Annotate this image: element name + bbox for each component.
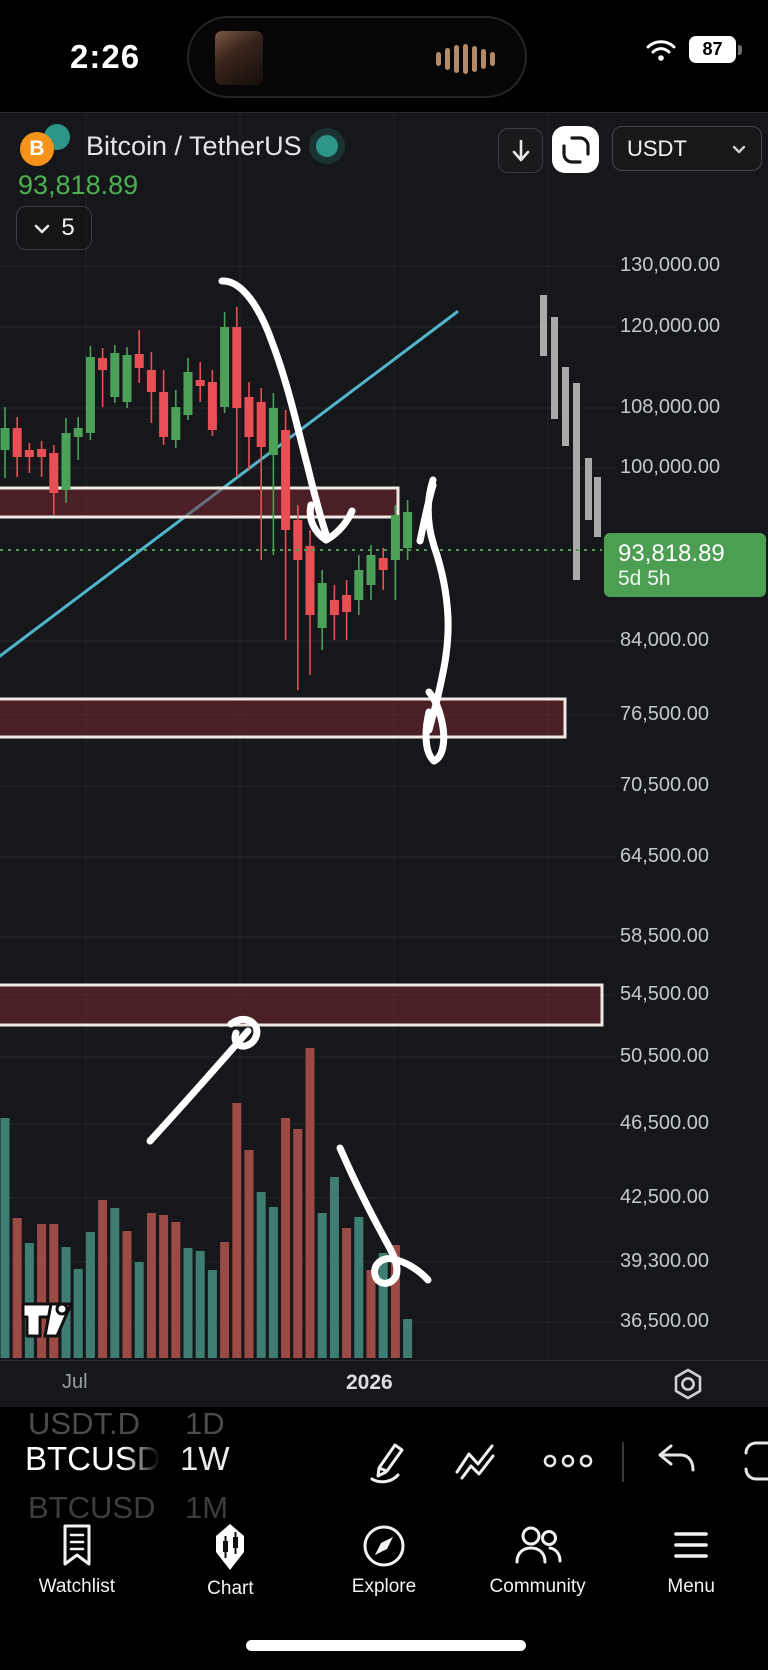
price-axis-label: 130,000.00 <box>620 254 721 276</box>
more-options-button[interactable] <box>540 1432 596 1490</box>
wifi-icon <box>646 39 676 61</box>
toolbar-divider <box>622 1442 624 1482</box>
download-button[interactable] <box>498 128 543 173</box>
download-icon <box>512 139 529 161</box>
draw-tool-button[interactable] <box>360 1432 416 1490</box>
compass-icon <box>363 1525 405 1567</box>
market-status-dot <box>315 135 338 157</box>
price-axis-label: 54,500.00 <box>620 983 709 1005</box>
home-indicator[interactable] <box>246 1640 526 1651</box>
price-axis-label: 46,500.00 <box>620 1112 709 1134</box>
watchlist-icon <box>63 1524 91 1566</box>
price-axis-label: 76,500.00 <box>620 703 709 725</box>
bottom-nav: Watchlist Chart Explore Community Me <box>0 1516 768 1620</box>
bar-countdown: 5d 5h <box>618 567 671 591</box>
chart-background <box>0 112 768 1407</box>
nav-watchlist[interactable]: Watchlist <box>0 1516 154 1620</box>
gear-icon <box>674 1368 702 1400</box>
time-axis-label-year: 2026 <box>346 1371 393 1394</box>
ellipsis-icon <box>543 1454 593 1468</box>
nav-label: Explore <box>351 1576 417 1597</box>
chevron-down-icon <box>732 145 746 153</box>
price-axis-label: 42,500.00 <box>620 1186 709 1208</box>
current-price-tag: 93,818.89 5d 5h <box>604 533 766 597</box>
zigzag-lines-icon <box>455 1444 495 1480</box>
row-symbol: USDT.D <box>28 1406 140 1441</box>
interval-dropdown[interactable]: 5 <box>16 206 92 250</box>
pair-logo: B <box>20 124 72 168</box>
album-art <box>215 31 263 85</box>
chart-icon <box>216 1524 245 1570</box>
quote-currency-select[interactable]: USDT <box>612 126 762 171</box>
bitcoin-coin-icon: B <box>20 132 54 166</box>
tradingview-logo[interactable] <box>18 1292 76 1346</box>
price-axis-label: 120,000.00 <box>620 315 721 337</box>
undo-button[interactable] <box>648 1432 704 1490</box>
row-timeframe: 1D <box>185 1406 225 1441</box>
dynamic-island[interactable] <box>187 16 527 98</box>
watchlist-row-next[interactable]: BTCUSD 1M <box>0 1490 768 1526</box>
pair-title[interactable]: Bitcoin / TetherUS <box>86 130 302 161</box>
interval-value: 5 <box>61 214 75 241</box>
last-price: 93,818.89 <box>18 170 139 200</box>
people-icon <box>515 1526 562 1564</box>
battery-percent: 87 <box>702 39 723 59</box>
nav-community[interactable]: Community <box>461 1516 615 1620</box>
price-axis-label: 100,000.00 <box>620 456 721 478</box>
price-axis-label: 36,500.00 <box>620 1310 709 1332</box>
price-axis-label: 70,500.00 <box>620 774 709 796</box>
frame-icon <box>561 135 590 164</box>
battery-icon: 87 <box>689 36 742 63</box>
hamburger-menu-icon <box>674 1532 708 1558</box>
price-axis-label: 84,000.00 <box>620 629 709 651</box>
watchlist-row-prev[interactable]: USDT.D 1D <box>0 1406 768 1442</box>
snapshot-button[interactable] <box>552 126 599 173</box>
audio-waveform-icon <box>436 18 495 100</box>
undo-arrow-icon <box>658 1444 695 1472</box>
chart-toolbar: BTCUSD 1W <box>0 1432 768 1490</box>
current-price-value: 93,818.89 <box>618 539 725 567</box>
status-time: 2:26 <box>70 38 141 75</box>
nav-label: Menu <box>667 1576 715 1597</box>
price-axis-label: 50,500.00 <box>620 1045 709 1067</box>
chevron-down-icon <box>35 224 50 233</box>
time-axis-label: Jul <box>62 1371 88 1393</box>
price-axis-label: 58,500.00 <box>620 925 709 947</box>
active-timeframe[interactable]: 1W <box>180 1440 230 1477</box>
price-axis-label: 64,500.00 <box>620 845 709 867</box>
marker-pen-icon <box>370 1443 404 1484</box>
chart-settings-button[interactable] <box>670 1366 706 1407</box>
time-axis[interactable]: Jul 2026 <box>0 1360 768 1407</box>
nav-label: Community <box>489 1576 586 1597</box>
nav-label: Watchlist <box>38 1576 115 1597</box>
nav-chart-active[interactable]: Chart <box>154 1516 308 1620</box>
nav-menu[interactable]: Menu <box>614 1516 768 1620</box>
row-timeframe: 1M <box>185 1490 229 1525</box>
indicators-button[interactable] <box>447 1432 503 1490</box>
nav-label: Chart <box>207 1578 254 1599</box>
price-axis-label: 108,000.00 <box>620 396 721 418</box>
quote-currency-value: USDT <box>627 135 687 161</box>
camera-button-partial[interactable] <box>735 1432 768 1490</box>
active-symbol[interactable]: BTCUSD <box>25 1440 161 1477</box>
price-axis-label: 39,300.00 <box>620 1250 709 1272</box>
frame-bracket-icon <box>744 1441 768 1481</box>
nav-explore[interactable]: Explore <box>307 1516 461 1620</box>
row-symbol: BTCUSD <box>28 1490 156 1525</box>
